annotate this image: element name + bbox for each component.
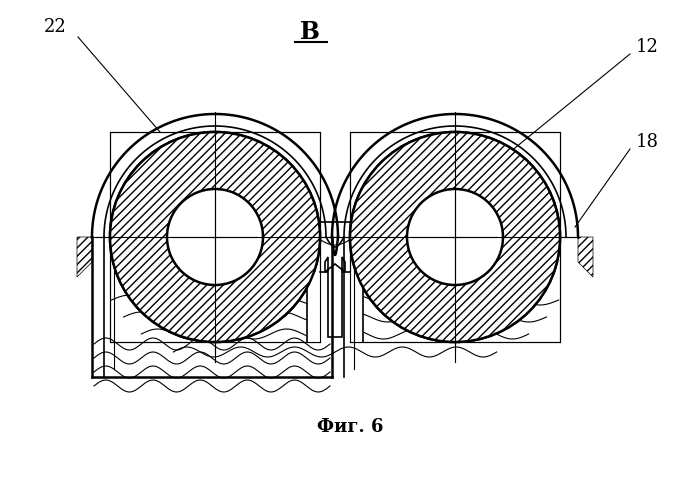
Circle shape	[407, 189, 503, 285]
Circle shape	[110, 132, 320, 342]
Bar	[350, 132, 560, 342]
Polygon shape	[578, 237, 593, 277]
Text: Фиг. 6: Фиг. 6	[316, 418, 384, 436]
Circle shape	[350, 132, 560, 342]
Circle shape	[167, 189, 263, 285]
Circle shape	[350, 132, 560, 342]
Text: 22: 22	[43, 18, 66, 36]
Polygon shape	[92, 114, 578, 377]
Bar	[110, 132, 320, 342]
Text: 12: 12	[636, 38, 659, 56]
Polygon shape	[77, 237, 92, 277]
Text: В: В	[300, 20, 320, 44]
Bar	[307, 272, 363, 342]
Text: 18: 18	[636, 133, 659, 151]
Circle shape	[167, 189, 263, 285]
Circle shape	[407, 189, 503, 285]
Polygon shape	[325, 257, 345, 337]
Circle shape	[110, 132, 320, 342]
